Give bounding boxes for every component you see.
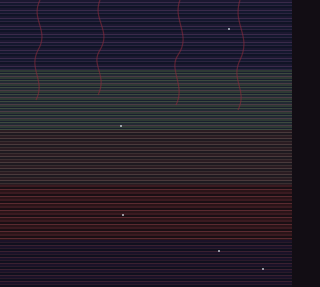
- glitch-screen: [0, 0, 292, 287]
- specks: [120, 28, 264, 270]
- wavy-line: [35, 0, 42, 100]
- speck: [122, 214, 124, 216]
- noise-overlay: [0, 0, 292, 287]
- wavy-line: [97, 0, 104, 95]
- speck: [228, 28, 230, 30]
- speck: [262, 268, 264, 270]
- wavy-lines: [35, 0, 244, 110]
- speck: [120, 125, 122, 127]
- wavy-line: [237, 0, 244, 110]
- speck: [218, 250, 220, 252]
- wavy-line: [175, 0, 183, 105]
